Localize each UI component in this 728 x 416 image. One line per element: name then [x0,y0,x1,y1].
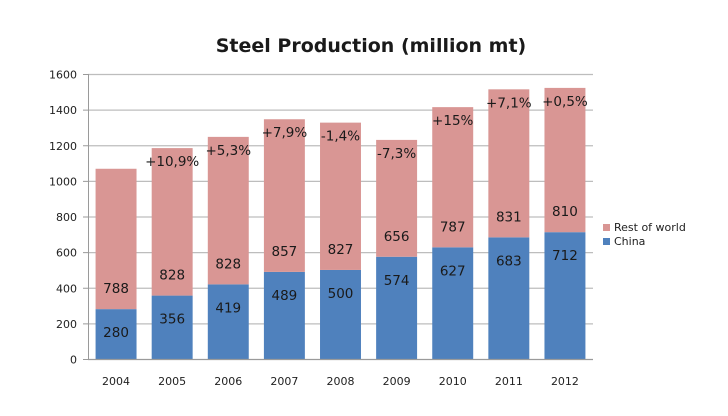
bar-rest-of-world-2011 [488,89,530,238]
data-label-china: 683 [496,253,522,269]
data-label-rest-of-world: 828 [215,256,241,272]
growth-annotation: +7,1% [486,95,532,111]
legend-swatch-rest-of-world [603,224,610,231]
data-label-rest-of-world: 831 [496,209,522,225]
bar-rest-of-world-2006 [207,136,249,285]
y-tick-label: 0 [70,354,77,367]
bar-rest-of-world-2007 [263,119,305,272]
y-tick-label: 1400 [49,104,77,117]
legend: Rest of world China [603,221,686,248]
data-label-rest-of-world: 827 [328,242,354,258]
y-tick-label: 800 [56,211,77,224]
bar-rest-of-world-2009 [376,139,418,257]
x-tick-label: 2006 [214,375,242,388]
data-label-china: 627 [440,263,466,279]
bar-china-2009 [376,256,418,359]
bars: 280 788 356 828 +10,9% 419 828 +5,3% 489 857 +7,9%… [95,87,588,359]
bar-rest-of-world-2005 [151,148,193,296]
data-label-rest-of-world: 656 [384,229,410,245]
data-label-china: 712 [552,248,578,264]
bar-china-2012 [544,232,586,359]
x-tick-label: 2011 [495,375,523,388]
data-label-rest-of-world: 810 [552,204,578,220]
bar-china-2011 [488,237,530,359]
bar-china-2005 [151,295,193,359]
y-tick-label: 1600 [49,69,77,82]
bar-china-2006 [207,284,249,359]
growth-annotation: +7,9% [262,125,308,141]
bar-rest-of-world-2012 [544,87,586,233]
bar-rest-of-world-2008 [320,122,361,270]
data-label-rest-of-world: 828 [159,268,185,284]
x-tick-label: 2012 [551,375,579,388]
data-label-china: 500 [328,286,354,302]
bar-china-2007 [263,271,305,359]
growth-annotation: +0,5% [542,94,588,110]
legend-label-china: China [614,235,645,248]
chart-title: Steel Production (million mt) [216,35,527,57]
bar-china-2004 [95,309,137,359]
y-tick-label: 400 [56,282,77,295]
legend-swatch-china [603,238,610,245]
x-tick-label: 2010 [439,375,467,388]
data-label-china: 419 [215,300,241,316]
x-tick-label: 2008 [327,375,355,388]
growth-annotation: +5,3% [205,143,251,159]
x-tick-label: 2005 [158,375,186,388]
y-tick-label: 600 [56,247,77,260]
growth-annotation: -7,3% [377,146,416,162]
x-tick-label: 2009 [383,375,411,388]
y-tick-label: 200 [56,318,77,331]
data-label-china: 356 [159,312,185,328]
data-label-rest-of-world: 788 [103,281,129,297]
legend-label-rest-of-world: Rest of world [614,221,686,234]
data-label-rest-of-world: 787 [440,219,466,235]
bar-rest-of-world-2004 [95,168,137,310]
bar-china-2010 [432,247,474,359]
x-axis: 2004 2005 2006 2007 2008 2009 2010 2011 2012 [88,358,593,388]
y-axis: 0 200 400 600 800 1000 1200 1400 1600 [49,69,89,367]
growth-annotation: -1,4% [321,129,360,145]
bar-rest-of-world-2010 [432,107,474,248]
growth-annotation: +15% [432,113,473,129]
bar-china-2008 [320,269,361,359]
data-label-china: 574 [384,273,410,289]
data-label-china: 280 [103,325,129,341]
x-tick-label: 2007 [270,375,298,388]
data-label-china: 489 [271,288,297,304]
y-tick-label: 1200 [49,140,77,153]
data-label-rest-of-world: 857 [271,244,297,260]
y-tick-label: 1000 [49,175,77,188]
growth-annotation: +10,9% [145,154,199,170]
x-tick-label: 2004 [102,375,130,388]
